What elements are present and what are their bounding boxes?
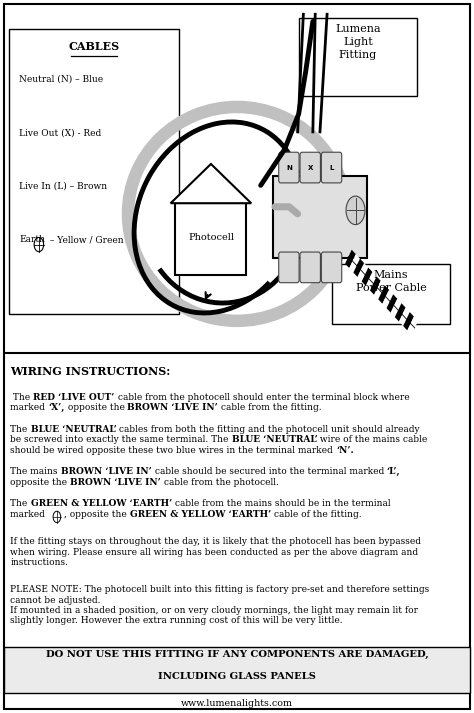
Text: WIRING INSTRUCTIONS:: WIRING INSTRUCTIONS: — [10, 366, 171, 376]
Text: Lumena
Light
Fitting: Lumena Light Fitting — [335, 24, 381, 60]
Polygon shape — [383, 289, 393, 308]
Polygon shape — [345, 250, 356, 268]
Text: wire of the mains cable: wire of the mains cable — [318, 435, 428, 444]
Polygon shape — [407, 317, 418, 335]
FancyBboxPatch shape — [321, 153, 342, 183]
Text: cable from the mains should be in the terminal: cable from the mains should be in the te… — [172, 500, 391, 508]
Text: Mains
Power Cable: Mains Power Cable — [356, 270, 427, 293]
Text: Earth: Earth — [19, 235, 45, 245]
FancyBboxPatch shape — [279, 252, 299, 283]
FancyBboxPatch shape — [175, 203, 246, 275]
Polygon shape — [171, 164, 251, 203]
Text: marked: marked — [10, 510, 48, 519]
Text: , opposite the: , opposite the — [64, 510, 129, 519]
Text: BLUE ‘NEUTRAL’: BLUE ‘NEUTRAL’ — [232, 435, 318, 444]
Text: DO NOT USE THIS FITTING IF ANY COMPONENTS ARE DAMAGED,: DO NOT USE THIS FITTING IF ANY COMPONENT… — [46, 650, 428, 660]
FancyBboxPatch shape — [9, 29, 179, 314]
Polygon shape — [362, 267, 373, 286]
FancyBboxPatch shape — [299, 18, 417, 96]
Text: Photocell: Photocell — [188, 233, 234, 242]
Text: RED ‘LIVE OUT’: RED ‘LIVE OUT’ — [34, 393, 115, 402]
Text: BROWN ‘LIVE IN’: BROWN ‘LIVE IN’ — [128, 404, 218, 412]
Text: ‘L’,: ‘L’, — [387, 468, 401, 476]
Text: Live In (L) – Brown: Live In (L) – Brown — [19, 182, 107, 191]
Text: cannot be adjusted.: cannot be adjusted. — [10, 596, 101, 605]
FancyBboxPatch shape — [279, 153, 299, 183]
Text: www.lumenalights.com: www.lumenalights.com — [181, 699, 293, 708]
Text: If the fitting stays on throughout the day, it is likely that the photocell has : If the fitting stays on throughout the d… — [10, 538, 421, 546]
Polygon shape — [370, 277, 381, 295]
Text: be screwed into exactly the same terminal. The: be screwed into exactly the same termina… — [10, 435, 232, 444]
FancyBboxPatch shape — [4, 4, 470, 709]
Text: Neutral (N) – Blue: Neutral (N) – Blue — [19, 75, 103, 84]
Polygon shape — [387, 294, 397, 313]
Text: The: The — [10, 393, 34, 402]
Text: cable should be secured into the terminal marked: cable should be secured into the termina… — [152, 468, 387, 476]
Text: marked: marked — [10, 404, 48, 412]
Polygon shape — [395, 303, 406, 322]
Text: cable from the photocell.: cable from the photocell. — [161, 478, 279, 487]
Circle shape — [346, 196, 365, 225]
Polygon shape — [366, 272, 376, 290]
Text: ‘X’,: ‘X’, — [48, 404, 64, 412]
Text: BROWN ‘LIVE IN’: BROWN ‘LIVE IN’ — [70, 478, 161, 487]
Text: cable from the photocell should enter the terminal block where: cable from the photocell should enter th… — [115, 393, 410, 402]
Text: The mains: The mains — [10, 468, 61, 476]
Polygon shape — [357, 263, 368, 282]
Text: ‘N’.: ‘N’. — [336, 446, 354, 455]
Polygon shape — [391, 299, 401, 317]
Text: INCLUDING GLASS PANELS: INCLUDING GLASS PANELS — [158, 672, 316, 681]
Text: cable from the fitting.: cable from the fitting. — [218, 404, 322, 412]
Polygon shape — [374, 281, 385, 299]
Text: The: The — [10, 500, 30, 508]
FancyBboxPatch shape — [300, 153, 320, 183]
Polygon shape — [378, 285, 389, 304]
Text: – Yellow / Green: – Yellow / Green — [47, 235, 124, 245]
Text: cable of the fitting.: cable of the fitting. — [271, 510, 362, 519]
Text: The: The — [10, 425, 30, 434]
Polygon shape — [403, 312, 414, 331]
Text: opposite the: opposite the — [10, 478, 70, 487]
Text: N: N — [286, 165, 292, 171]
FancyBboxPatch shape — [300, 252, 320, 283]
FancyBboxPatch shape — [273, 177, 367, 259]
Text: PLEASE NOTE: The photocell built into this fitting is factory pre-set and theref: PLEASE NOTE: The photocell built into th… — [10, 585, 429, 595]
FancyBboxPatch shape — [332, 264, 450, 324]
FancyBboxPatch shape — [4, 647, 470, 693]
Text: should be wired opposite these two blue wires in the terminal marked: should be wired opposite these two blue … — [10, 446, 336, 455]
Text: Live Out (X) - Red: Live Out (X) - Red — [19, 128, 101, 138]
Text: GREEN & YELLOW ‘EARTH’: GREEN & YELLOW ‘EARTH’ — [30, 500, 172, 508]
Polygon shape — [354, 259, 364, 277]
Text: If mounted in a shaded position, or on very cloudy mornings, the light may remai: If mounted in a shaded position, or on v… — [10, 606, 419, 615]
Text: BROWN ‘LIVE IN’: BROWN ‘LIVE IN’ — [61, 468, 152, 476]
Polygon shape — [399, 307, 410, 326]
Text: X: X — [308, 165, 313, 171]
Text: opposite the: opposite the — [64, 404, 128, 412]
Polygon shape — [349, 254, 360, 272]
Text: slightly longer. However the extra running cost of this will be very little.: slightly longer. However the extra runni… — [10, 616, 343, 625]
Text: GREEN & YELLOW ‘EARTH’: GREEN & YELLOW ‘EARTH’ — [129, 510, 271, 519]
Text: instructions.: instructions. — [10, 558, 68, 567]
Text: cables from both the fitting and the photocell unit should already: cables from both the fitting and the pho… — [116, 425, 420, 434]
Text: when wiring. Please ensure all wiring has been conducted as per the above diagra: when wiring. Please ensure all wiring ha… — [10, 548, 419, 557]
Text: BLUE ‘NEUTRAL’: BLUE ‘NEUTRAL’ — [30, 425, 116, 434]
Text: L: L — [329, 165, 334, 171]
Text: CABLES: CABLES — [68, 41, 119, 52]
FancyBboxPatch shape — [321, 252, 342, 283]
